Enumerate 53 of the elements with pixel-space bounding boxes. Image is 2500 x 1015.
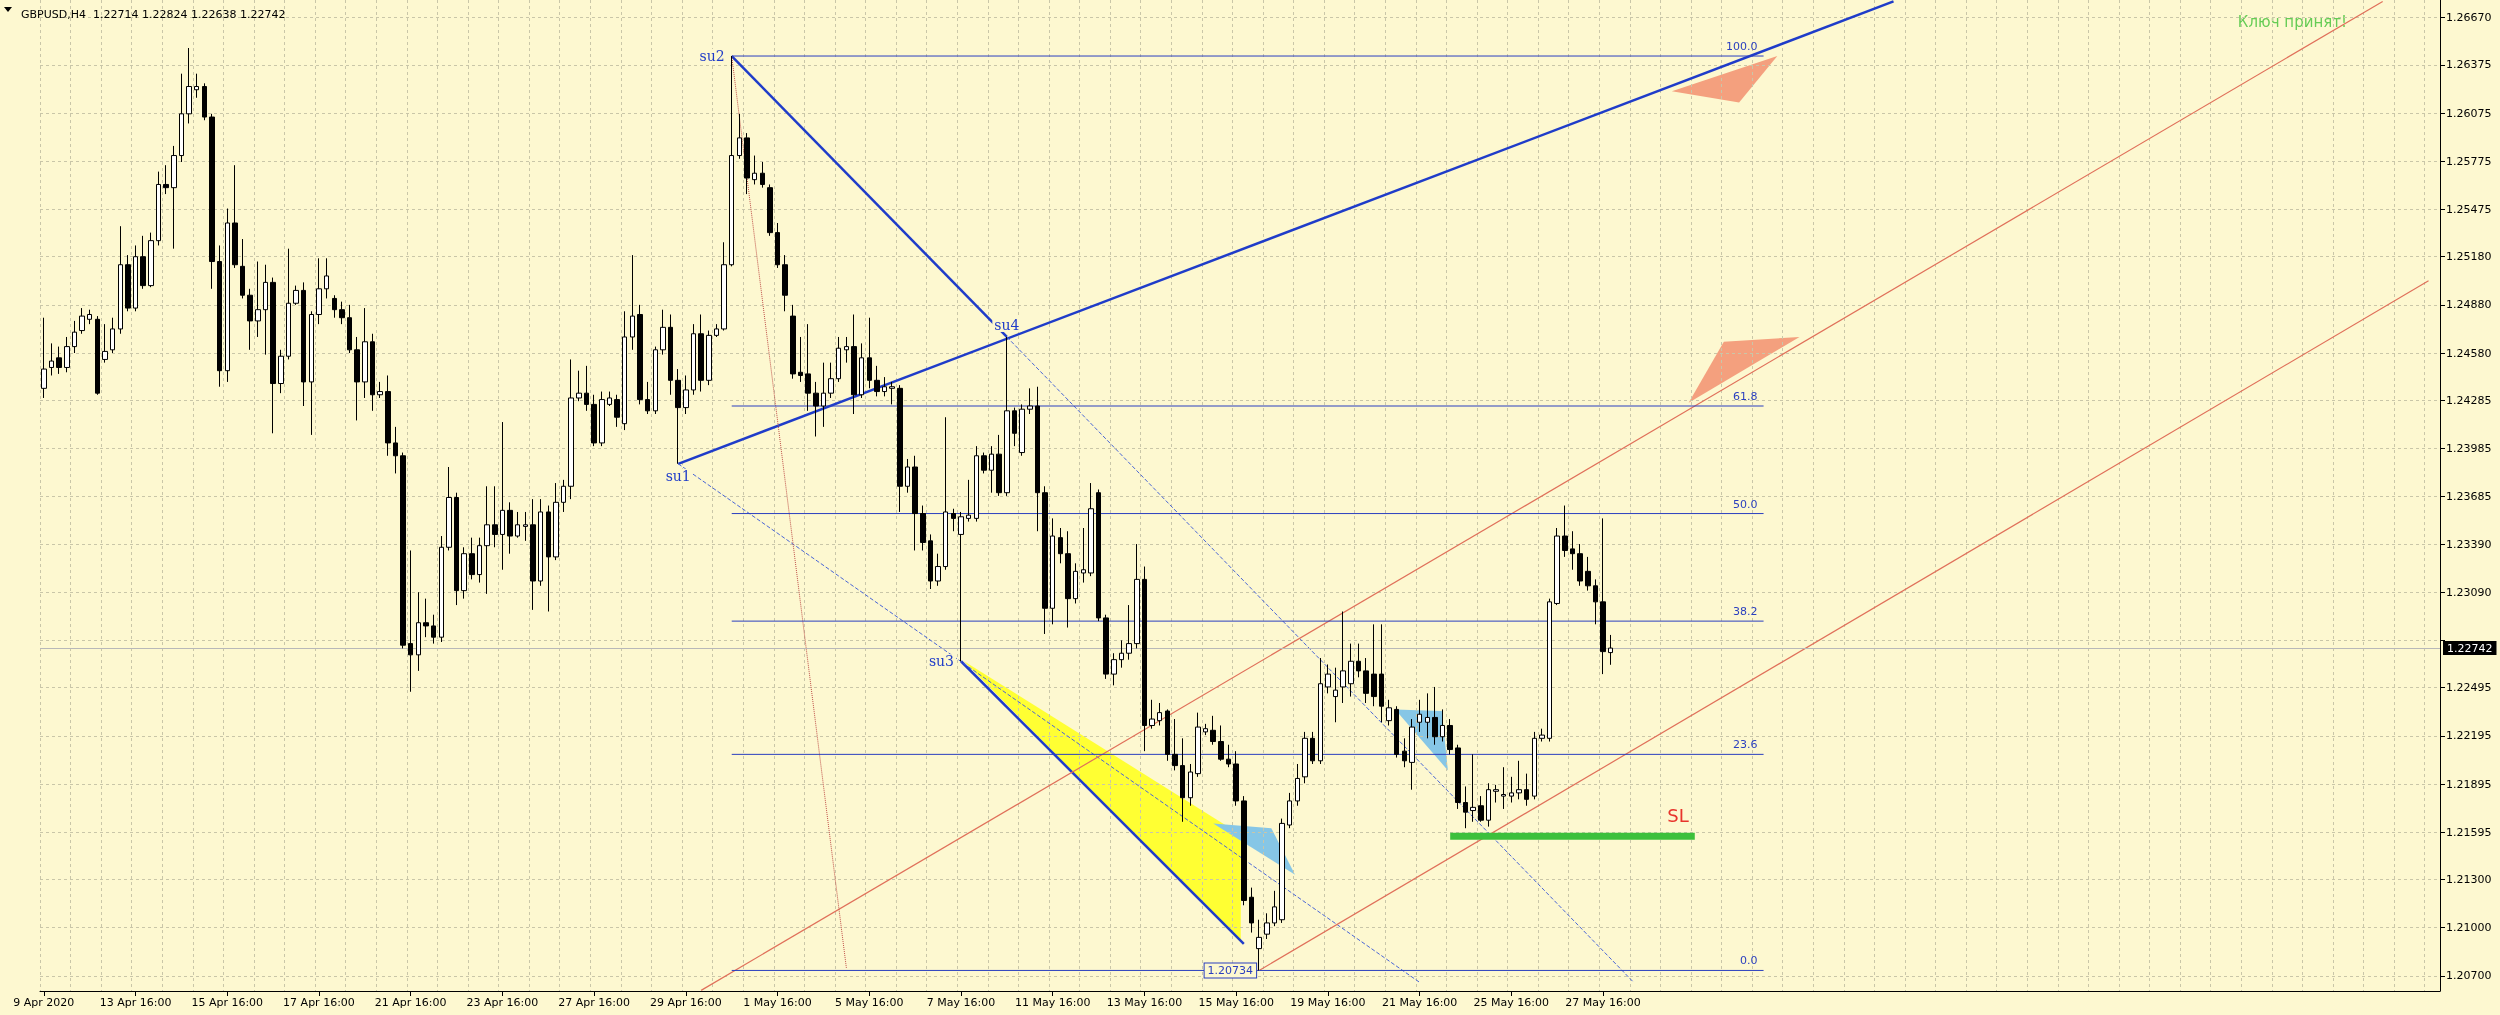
data-label: 1.20734 [1207, 963, 1254, 977]
x-tick-label: 5 May 16:00 [835, 996, 904, 1009]
y-tick-label: 1.22195 [2446, 729, 2492, 743]
series-label: 38.2 [1733, 605, 1758, 619]
series-label: SL [1667, 804, 1689, 826]
data-label: su3 [928, 653, 955, 670]
x-tick-label: 21 May 16:00 [1381, 996, 1458, 1009]
series-label: 23.6 [1733, 738, 1758, 752]
y-tick-label: 1.23090 [2446, 585, 2492, 599]
y-tick-label: 1.26375 [2446, 58, 2492, 72]
x-tick-label: 27 Apr 16:00 [558, 996, 631, 1009]
annotation: Ключ принят! [2237, 12, 2347, 31]
series-label: 61.8 [1733, 390, 1758, 403]
x-tick-label: 15 Apr 16:00 [191, 996, 264, 1009]
y-tick-label: 1.24285 [2446, 393, 2492, 407]
x-tick-label: 13 May 16:00 [1106, 996, 1183, 1009]
y-tick-label: 1.24580 [2446, 346, 2492, 360]
data-label: su2 [699, 48, 725, 65]
y-tick-label: 1.24880 [2446, 298, 2492, 312]
series-label: 50.0 [1733, 497, 1758, 511]
x-tick-label: 15 May 16:00 [1198, 996, 1274, 1009]
x-tick-label: 19 May 16:00 [1290, 996, 1366, 1009]
x-tick-label: 21 Apr 16:00 [374, 996, 447, 1009]
series-label: 100.0 [1726, 40, 1758, 54]
y-tick-label: 1.25475 [2446, 202, 2492, 216]
y-tick-label: 1.21595 [2446, 825, 2492, 839]
y-tick-label: 1.23985 [2446, 442, 2492, 456]
y-tick-label: 1.21895 [2446, 777, 2492, 791]
y-tick-label: 1.20700 [2446, 969, 2492, 983]
text: GBPUSD,H4 1.22714 1.22824 1.22638 1.22742 [21, 8, 286, 21]
y-tick-label: 1.21000 [2446, 921, 2492, 935]
series-label: 0.0 [1740, 954, 1758, 968]
x-tick-label: 27 May 16:00 [1565, 996, 1641, 1009]
x-tick-label: 25 May 16:00 [1473, 996, 1550, 1009]
x-tick-label: 17 Apr 16:00 [283, 996, 355, 1009]
y-tick-label: 1.23685 [2446, 490, 2492, 504]
y-tick-label: 1.22495 [2446, 681, 2492, 695]
x-tick-label: 23 Apr 16:00 [466, 996, 539, 1009]
x-tick-label: 13 Apr 16:00 [99, 996, 172, 1009]
x-tick-label: 9 Apr 2020 [13, 996, 75, 1009]
x-tick-label: 7 May 16:00 [926, 996, 996, 1009]
y-tick-label: 1.25180 [2446, 250, 2492, 264]
y-tick-label: 1.25775 [2446, 154, 2492, 168]
y-tick-label: 1.21300 [2446, 873, 2492, 887]
data-label: su1 [665, 467, 691, 484]
data-label: su4 [994, 316, 1020, 333]
y-tick-label: 1.23390 [2446, 537, 2492, 551]
y-tick-label: 1.26075 [2446, 106, 2492, 120]
x-tick-label: 11 May 16:00 [1015, 996, 1091, 1009]
x-tick-label: 29 Apr 16:00 [649, 996, 722, 1009]
ref-line-label: 1.22742 [2447, 641, 2493, 655]
y-tick-label: 1.26670 [2446, 11, 2492, 24]
x-tick-label: 1 May 16:00 [743, 996, 812, 1009]
